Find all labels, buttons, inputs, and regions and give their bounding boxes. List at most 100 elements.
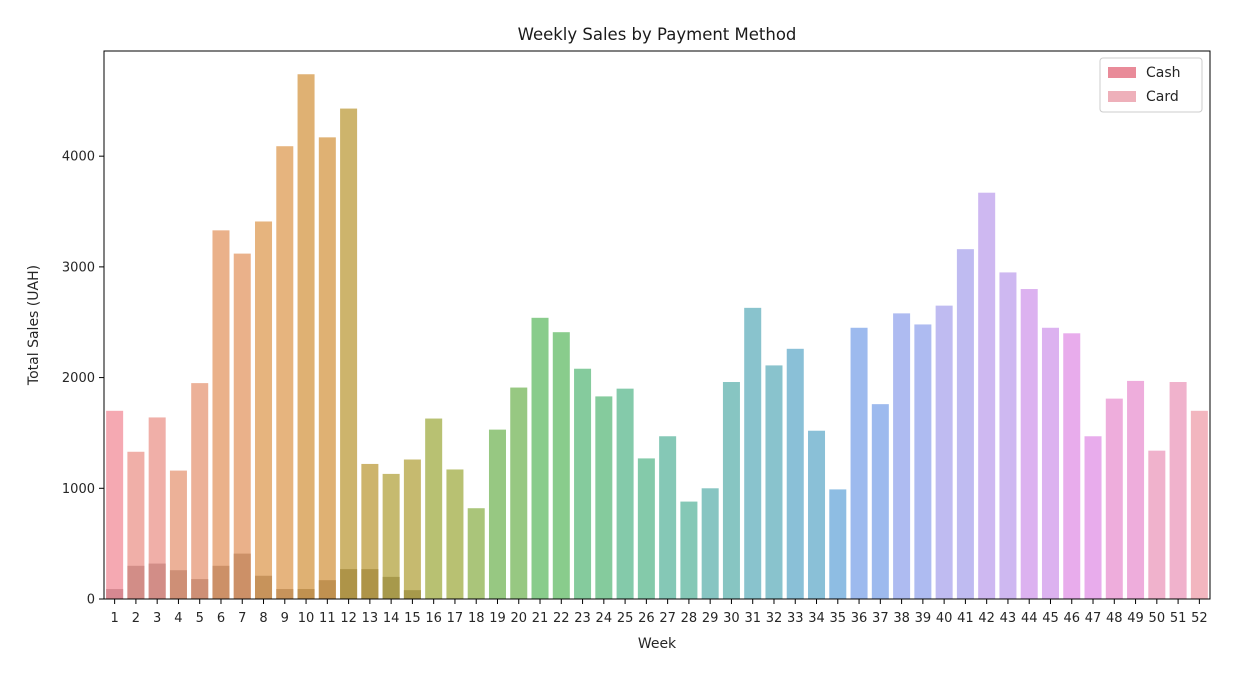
bar-card-week-15 <box>403 459 421 599</box>
x-tick-label: 36 <box>851 611 868 626</box>
bar-card-week-22 <box>552 332 570 599</box>
bar-card-week-39 <box>914 324 932 599</box>
bar-card-week-43 <box>999 272 1017 599</box>
x-tick-label: 50 <box>1149 611 1166 626</box>
bar-card-week-51 <box>1169 382 1187 599</box>
bar-card-week-4 <box>169 470 187 599</box>
x-tick-label: 27 <box>659 611 676 626</box>
x-tick-label: 45 <box>1042 611 1059 626</box>
bar-card-week-23 <box>574 368 592 599</box>
x-tick-label: 37 <box>872 611 889 626</box>
bar-card-week-19 <box>488 429 506 599</box>
bar-card-week-29 <box>701 488 719 599</box>
x-tick-label: 24 <box>596 611 613 626</box>
bar-card-week-28 <box>680 501 698 599</box>
x-tick-label: 18 <box>468 611 485 626</box>
x-tick-label: 40 <box>936 611 953 626</box>
x-tick-label: 47 <box>1085 611 1102 626</box>
bar-card-week-14 <box>382 473 400 599</box>
bar-card-week-11 <box>318 137 336 600</box>
bar-card-week-48 <box>1105 398 1123 599</box>
bar-card-week-6 <box>212 230 230 599</box>
bar-card-week-30 <box>722 382 740 599</box>
x-tick-label: 46 <box>1063 611 1080 626</box>
bar-card-week-5 <box>191 383 209 599</box>
bar-card-week-52 <box>1190 410 1208 599</box>
bar-card-week-31 <box>744 307 762 599</box>
x-tick-label: 2 <box>132 611 140 626</box>
plot-area-frame <box>103 50 1211 600</box>
bar-card-week-13 <box>361 463 379 599</box>
x-tick-label: 44 <box>1021 611 1038 626</box>
bar-card-week-35 <box>829 489 847 599</box>
x-tick-label: 32 <box>766 611 783 626</box>
bar-cash-week-6 <box>212 565 230 599</box>
x-tick-label: 3 <box>153 611 161 626</box>
x-tick-label: 13 <box>362 611 379 626</box>
x-tick-label: 19 <box>489 611 506 626</box>
bar-cash-week-13 <box>361 569 379 599</box>
x-tick-label: 38 <box>893 611 910 626</box>
bar-card-week-16 <box>425 418 443 599</box>
x-tick-label: 52 <box>1191 611 1208 626</box>
x-tick-label: 22 <box>553 611 570 626</box>
x-tick-label: 21 <box>532 611 549 626</box>
bar-card-week-44 <box>1020 289 1038 599</box>
y-tick-label: 2000 <box>62 371 95 386</box>
bar-card-week-42 <box>978 192 996 599</box>
bar-card-week-20 <box>510 387 528 599</box>
x-tick-label: 12 <box>340 611 357 626</box>
bar-card-week-18 <box>467 508 485 599</box>
y-axis-title: Total Sales (UAH) <box>26 265 42 386</box>
bar-card-week-12 <box>340 108 358 599</box>
x-tick-label: 33 <box>787 611 804 626</box>
x-tick-label: 15 <box>404 611 421 626</box>
x-tick-label: 1 <box>110 611 118 626</box>
bar-card-week-49 <box>1127 380 1145 599</box>
bar-card-week-33 <box>786 348 804 599</box>
x-tick-label: 41 <box>957 611 974 626</box>
bar-cash-week-8 <box>255 575 273 599</box>
bar-cash-week-10 <box>297 589 315 599</box>
bar-card-week-47 <box>1084 436 1102 599</box>
x-tick-label: 35 <box>830 611 847 626</box>
bar-card-week-8 <box>255 221 273 599</box>
x-tick-label: 34 <box>808 611 825 626</box>
bar-card-week-32 <box>765 365 783 599</box>
bar-card-week-9 <box>276 146 294 600</box>
x-tick-label: 11 <box>319 611 336 626</box>
bar-cash-week-5 <box>191 579 209 599</box>
bar-card-week-1 <box>106 410 124 599</box>
legend-swatch-card <box>1108 91 1136 102</box>
bar-card-week-10 <box>297 74 315 600</box>
x-tick-label: 8 <box>259 611 267 626</box>
bar-card-week-36 <box>850 327 868 599</box>
x-tick-label: 51 <box>1170 611 1187 626</box>
bar-cash-week-4 <box>169 570 187 599</box>
bar-card-week-3 <box>148 417 166 599</box>
x-tick-label: 25 <box>617 611 634 626</box>
x-tick-label: 4 <box>174 611 182 626</box>
bar-cash-week-15 <box>403 590 421 599</box>
bar-card-week-46 <box>1063 333 1081 599</box>
bar-cash-week-14 <box>382 576 400 599</box>
legend-label-card: Card <box>1146 89 1179 105</box>
bar-card-week-25 <box>616 388 634 599</box>
y-tick-label: 0 <box>87 593 95 608</box>
x-tick-label: 16 <box>425 611 442 626</box>
x-tick-label: 42 <box>978 611 995 626</box>
x-tick-label: 5 <box>196 611 204 626</box>
bar-cash-week-12 <box>340 569 358 599</box>
x-tick-label: 14 <box>383 611 400 626</box>
bar-cash-week-7 <box>233 553 251 599</box>
bar-card-week-27 <box>659 436 677 599</box>
bar-card-week-24 <box>595 396 613 599</box>
bar-card-week-37 <box>871 404 889 599</box>
y-tick-label: 4000 <box>62 150 95 165</box>
x-tick-label: 43 <box>1000 611 1017 626</box>
x-tick-label: 17 <box>447 611 464 626</box>
x-tick-label: 48 <box>1106 611 1123 626</box>
bar-card-week-34 <box>808 430 826 599</box>
y-tick-label: 1000 <box>62 482 95 497</box>
